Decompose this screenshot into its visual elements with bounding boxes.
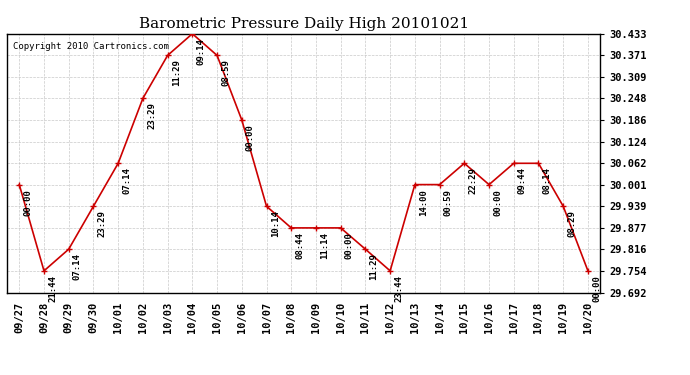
Text: 10:14: 10:14 [270,210,279,237]
Text: 14:00: 14:00 [419,189,428,216]
Text: Copyright 2010 Cartronics.com: Copyright 2010 Cartronics.com [13,42,169,51]
Text: 00:00: 00:00 [345,232,354,259]
Text: 09:14: 09:14 [197,38,206,65]
Text: 11:29: 11:29 [172,60,181,87]
Text: 00:00: 00:00 [246,124,255,151]
Title: Barometric Pressure Daily High 20101021: Barometric Pressure Daily High 20101021 [139,17,469,31]
Text: 09:44: 09:44 [518,168,527,194]
Text: 08:59: 08:59 [221,60,230,87]
Text: 00:00: 00:00 [23,189,32,216]
Text: 07:14: 07:14 [73,254,82,280]
Text: 23:29: 23:29 [97,210,106,237]
Text: 23:29: 23:29 [147,102,156,129]
Text: 08:44: 08:44 [295,232,304,259]
Text: 00:59: 00:59 [444,189,453,216]
Text: 11:14: 11:14 [320,232,329,259]
Text: 07:14: 07:14 [122,168,131,194]
Text: 08:29: 08:29 [567,210,576,237]
Text: 21:44: 21:44 [48,275,57,302]
Text: 00:00: 00:00 [493,189,502,216]
Text: 23:44: 23:44 [394,275,403,302]
Text: 00:00: 00:00 [592,275,601,302]
Text: 08:14: 08:14 [542,168,551,194]
Text: 11:29: 11:29 [370,254,379,280]
Text: 22:29: 22:29 [469,168,477,194]
